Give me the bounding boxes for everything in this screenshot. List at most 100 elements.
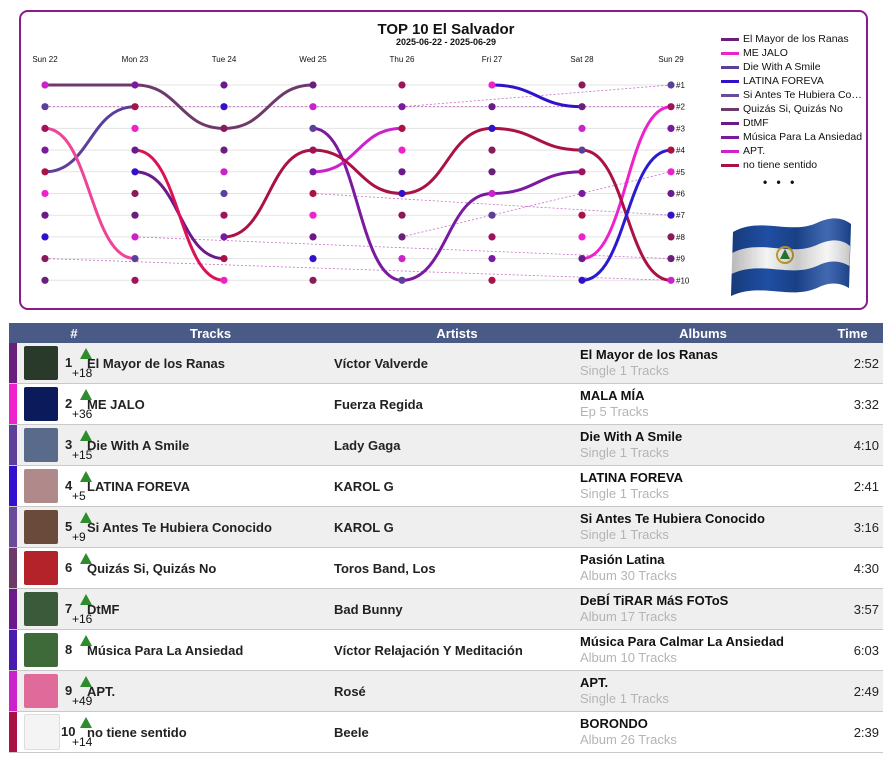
header-albums[interactable]: Albums [580, 323, 826, 343]
track-artist[interactable]: Lady Gaga [334, 424, 580, 466]
rank-dot[interactable] [220, 189, 228, 198]
rank-dot[interactable] [131, 255, 139, 263]
rank-dot[interactable] [578, 146, 586, 154]
rank-dot[interactable] [41, 211, 49, 219]
rank-dot[interactable] [309, 255, 317, 263]
legend-item[interactable]: Quizás Si, Quizás No [721, 102, 866, 116]
rank-dot[interactable] [131, 276, 139, 284]
track-artist[interactable]: KAROL G [334, 506, 580, 548]
table-row[interactable]: 5 +9 Si Antes Te Hubiera Conocido KAROL G Si… [9, 506, 883, 548]
rank-dot[interactable] [220, 233, 228, 241]
rank-dot[interactable] [398, 168, 406, 176]
rank-dot[interactable] [398, 81, 406, 89]
rank-dot[interactable] [41, 276, 49, 284]
rank-dot[interactable] [667, 103, 675, 111]
rank-dot[interactable] [667, 81, 675, 89]
rank-dot[interactable] [131, 189, 139, 198]
rank-dot[interactable] [488, 81, 496, 89]
rank-dot[interactable] [488, 124, 496, 132]
legend-item[interactable]: LATINA FOREVA [721, 74, 866, 88]
rank-dot[interactable] [398, 211, 406, 219]
series-line[interactable] [133, 148, 226, 282]
rank-dot[interactable] [220, 255, 228, 263]
table-row[interactable]: 4 +5 LATINA FOREVA KAROL G LATINA FOREVA Sing… [9, 465, 883, 507]
rank-dot[interactable] [131, 211, 139, 219]
rank-dot[interactable] [41, 81, 49, 89]
rank-dot[interactable] [578, 211, 586, 219]
header-time[interactable]: Time [826, 323, 883, 343]
rank-dot[interactable] [488, 189, 496, 198]
rank-dot[interactable] [578, 233, 586, 241]
table-row[interactable]: 2 +36 ME JALO Fuerza Regida MALA MÍA Ep 5 Tra… [9, 383, 883, 425]
table-row[interactable]: 1 +18 El Mayor de los Ranas Víctor Valverde… [9, 343, 883, 384]
header-tracks[interactable]: Tracks [87, 323, 334, 343]
album-cover-image[interactable] [24, 714, 60, 750]
legend-item[interactable]: Música Para La Ansiedad [721, 130, 866, 144]
track-artist[interactable]: Rosé [334, 670, 580, 712]
album-cover-image[interactable] [24, 387, 58, 421]
album-cover-image[interactable] [24, 633, 58, 667]
header-rank[interactable]: # [61, 323, 87, 343]
track-title[interactable]: ME JALO [87, 383, 334, 425]
album-name[interactable]: Die With A Smile [580, 429, 683, 444]
rank-dot[interactable] [578, 276, 586, 284]
legend-item[interactable]: ME JALO [721, 46, 866, 60]
track-title[interactable]: APT. [87, 670, 334, 712]
rank-dot[interactable] [578, 103, 586, 111]
series-line[interactable] [222, 126, 673, 282]
series-line[interactable] [43, 126, 137, 261]
rank-dot[interactable] [398, 189, 406, 198]
legend-item[interactable]: Si Antes Te Hubiera Conocido [721, 88, 866, 102]
album-name[interactable]: Música Para Calmar La Ansiedad [580, 634, 784, 649]
series-line[interactable] [580, 105, 673, 261]
rank-dot[interactable] [667, 276, 675, 284]
rank-dot[interactable] [398, 255, 406, 263]
rank-dot[interactable] [220, 211, 228, 219]
track-artist[interactable]: KAROL G [334, 465, 580, 507]
album-cover-image[interactable] [24, 551, 58, 585]
legend-item[interactable]: APT. [721, 144, 866, 158]
album-name[interactable]: LATINA FOREVA [580, 470, 684, 485]
rank-dot[interactable] [131, 168, 139, 176]
rank-dot[interactable] [488, 276, 496, 284]
track-artist[interactable]: Bad Bunny [334, 588, 580, 630]
rank-dot[interactable] [398, 233, 406, 241]
table-row[interactable]: 7 +16 DtMF Bad Bunny DeBÍ TiRAR MáS FOToS Alb… [9, 588, 883, 630]
series-line[interactable] [311, 126, 404, 174]
rank-dot[interactable] [488, 211, 496, 219]
series-line[interactable] [490, 83, 584, 109]
rank-dot[interactable] [309, 276, 317, 284]
rank-dot[interactable] [488, 103, 496, 111]
legend-item[interactable]: DtMF [721, 116, 866, 130]
legend-item[interactable]: El Mayor de los Ranas [721, 32, 866, 46]
series-line[interactable] [43, 105, 137, 174]
track-title[interactable]: LATINA FOREVA [87, 465, 334, 507]
rank-dot[interactable] [309, 103, 317, 111]
album-name[interactable]: BORONDO [580, 716, 648, 731]
album-cover-image[interactable] [24, 469, 58, 503]
track-artist[interactable]: Toros Band, Los [334, 547, 580, 589]
rank-dot[interactable] [220, 103, 228, 111]
track-title[interactable]: El Mayor de los Ranas [87, 343, 334, 384]
rank-dot[interactable] [398, 103, 406, 111]
rank-dot[interactable] [488, 168, 496, 176]
rank-dot[interactable] [667, 189, 675, 198]
series-line[interactable] [580, 148, 673, 282]
table-row[interactable]: 9 +49 APT. Rosé APT. Single 1 Tracks 2:49 [9, 670, 883, 712]
rank-dot[interactable] [41, 189, 49, 198]
legend-more[interactable]: • • • [763, 175, 798, 189]
header-artists[interactable]: Artists [334, 323, 580, 343]
track-title[interactable]: Si Antes Te Hubiera Conocido [87, 506, 334, 548]
rank-dot[interactable] [578, 255, 586, 263]
album-name[interactable]: Si Antes Te Hubiera Conocido [580, 511, 765, 526]
rank-dot[interactable] [398, 276, 406, 284]
rank-dot[interactable] [488, 146, 496, 154]
album-name[interactable]: MALA MÍA [580, 388, 645, 403]
rank-dot[interactable] [220, 276, 228, 284]
track-artist[interactable]: Víctor Relajación Y Meditación [334, 629, 580, 671]
rank-dot[interactable] [488, 233, 496, 241]
rank-dot[interactable] [398, 124, 406, 132]
rank-dot[interactable] [667, 255, 675, 263]
rank-dot[interactable] [578, 81, 586, 89]
legend-item[interactable]: Die With A Smile [721, 60, 866, 74]
